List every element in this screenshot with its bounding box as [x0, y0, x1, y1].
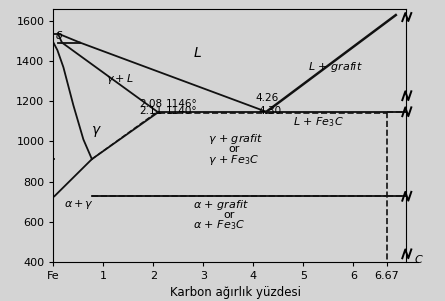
- Text: C: C: [414, 255, 422, 265]
- Text: or: or: [228, 144, 240, 154]
- Text: or: or: [223, 210, 235, 220]
- X-axis label: Karbon ağırlık yüzdesi: Karbon ağırlık yüzdesi: [170, 287, 301, 299]
- Text: $\gamma$ + Fe$_3$C: $\gamma$ + Fe$_3$C: [208, 153, 260, 166]
- Text: 4.30: 4.30: [259, 106, 282, 116]
- Text: 4.26: 4.26: [256, 93, 279, 103]
- Text: 1146°: 1146°: [166, 99, 198, 109]
- Text: 2.11: 2.11: [139, 106, 162, 116]
- Text: $\gamma$ + grafit: $\gamma$ + grafit: [208, 132, 263, 147]
- Text: $\gamma + L$: $\gamma + L$: [106, 72, 134, 86]
- Text: $\alpha$ + grafit: $\alpha$ + grafit: [194, 198, 249, 212]
- Text: $\alpha + \gamma$: $\alpha + \gamma$: [65, 198, 94, 211]
- Text: $\delta$: $\delta$: [55, 29, 64, 41]
- Text: $\gamma$: $\gamma$: [91, 124, 102, 139]
- Text: $L$: $L$: [194, 46, 202, 60]
- Text: 2.08: 2.08: [139, 99, 162, 109]
- Text: $L$ + Fe$_3$C: $L$ + Fe$_3$C: [293, 116, 344, 129]
- Text: $L$ + grafit: $L$ + grafit: [308, 60, 363, 74]
- Text: 1140°: 1140°: [166, 106, 198, 116]
- Text: $\alpha$ + Fe$_3$C: $\alpha$ + Fe$_3$C: [194, 218, 246, 232]
